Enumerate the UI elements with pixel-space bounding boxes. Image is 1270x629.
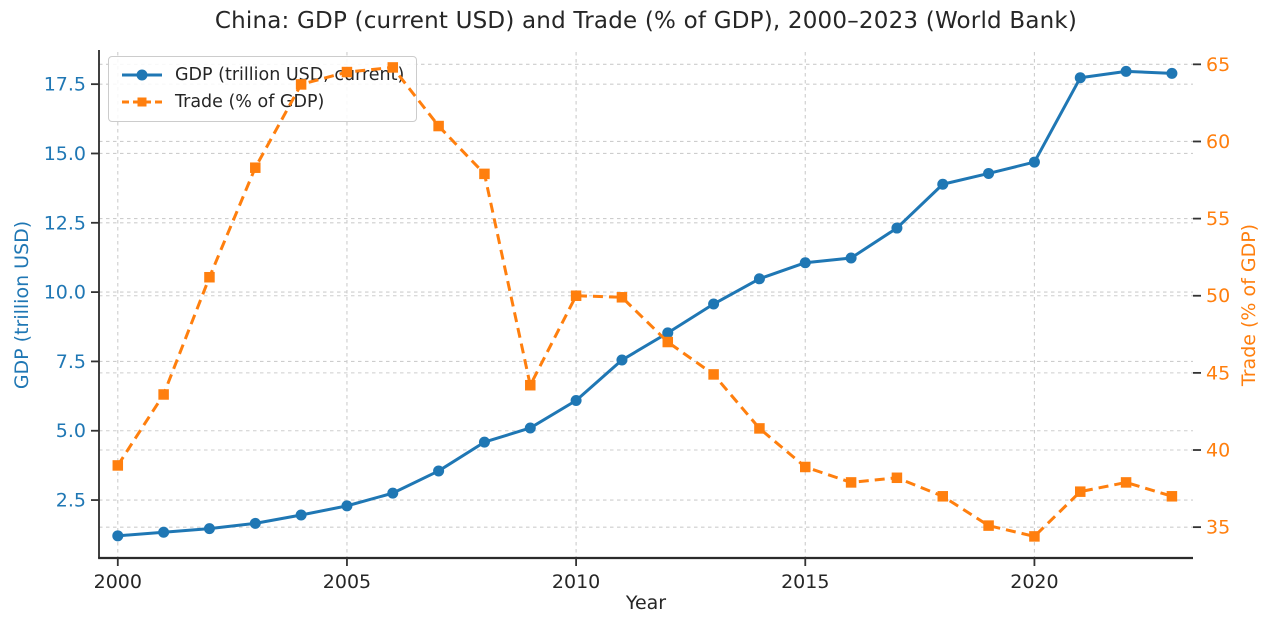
legend-item-gdp: GDP (trillion USD, current) [119, 64, 404, 86]
left-tick-label: 10.0 [44, 282, 86, 304]
gdp-marker [1166, 67, 1178, 79]
right-tick-label: 60 [1206, 131, 1230, 153]
right-tick-label: 50 [1206, 285, 1230, 307]
gdp-legend-sample-icon [122, 69, 162, 81]
gdp-marker [799, 257, 811, 269]
right-tick-label: 55 [1206, 208, 1230, 230]
gdp-marker [203, 523, 215, 535]
gdp-marker [524, 422, 536, 434]
gdp-marker [983, 167, 995, 179]
legend-label-gdp: GDP (trillion USD, current) [175, 65, 405, 85]
legend: GDP (trillion USD, current) Trade (% of … [108, 56, 418, 122]
left-tick-label: 7.5 [56, 351, 86, 373]
left-tick-label: 15.0 [44, 143, 86, 165]
gdp-marker [1074, 72, 1086, 84]
x-tick-label: 2015 [781, 571, 829, 593]
gdp-marker [845, 252, 857, 264]
gdp-marker [433, 465, 445, 477]
x-tick-label: 2000 [94, 571, 142, 593]
gdp-marker [112, 530, 124, 542]
right-tick-label: 65 [1206, 54, 1230, 76]
gdp-marker [295, 509, 307, 521]
gdp-marker [753, 273, 765, 285]
gdp-marker [387, 487, 399, 499]
x-tick-label: 2010 [552, 571, 600, 593]
gdp-marker [1028, 156, 1040, 168]
right-tick-label: 45 [1206, 362, 1230, 384]
gdp-marker [708, 298, 720, 310]
gdp-marker [891, 222, 903, 234]
x-tick-label: 2005 [323, 571, 371, 593]
right-tick-label: 40 [1206, 440, 1230, 462]
legend-item-trade: Trade (% of GDP) [119, 91, 404, 113]
gdp-marker [158, 526, 170, 538]
chart-title: China: GDP (current USD) and Trade (% of… [214, 8, 1078, 34]
left-tick-label: 12.5 [44, 212, 86, 234]
gdp-marker [570, 395, 582, 407]
left-tick-label: 2.5 [56, 490, 86, 512]
left-tick-label: 5.0 [56, 420, 86, 442]
right-tick-label: 35 [1206, 517, 1230, 539]
gdp-marker [478, 436, 490, 448]
gdp-marker [1120, 65, 1132, 77]
x-axis-label: Year [625, 592, 667, 614]
gdp-marker [937, 178, 949, 190]
left-tick-label: 17.5 [44, 74, 86, 96]
gdp-marker [341, 500, 353, 512]
gdp-marker [249, 517, 261, 529]
gdp-marker [662, 327, 674, 339]
gdp-marker [616, 354, 628, 366]
x-tick-label: 2020 [1010, 571, 1058, 593]
legend-label-trade: Trade (% of GDP) [175, 92, 325, 112]
trade-legend-sample-icon [122, 97, 162, 107]
